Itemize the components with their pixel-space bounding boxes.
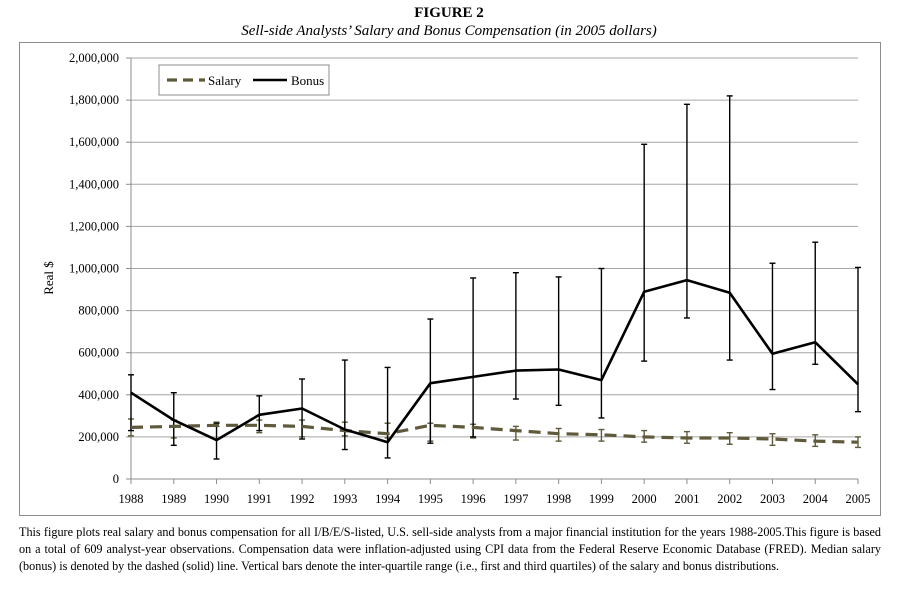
y-tick-label: 200,000 <box>78 430 119 444</box>
chart-frame <box>19 42 881 516</box>
y-tick-label: 1,000,000 <box>69 262 119 276</box>
figure-title: FIGURE 2 <box>414 5 484 21</box>
x-tick-label: 2004 <box>803 492 829 506</box>
salary-median-line <box>130 423 859 444</box>
x-tick-label: 1999 <box>589 492 614 506</box>
x-tick-label: 2003 <box>760 492 785 506</box>
y-tick-label: 800,000 <box>78 304 119 318</box>
gridlines <box>131 57 858 480</box>
x-tick-label: 1989 <box>161 492 186 506</box>
bonus-median-line <box>130 278 859 444</box>
y-axis-label: Real $ <box>41 261 56 295</box>
error-bars <box>128 95 861 460</box>
x-tick-label: 2000 <box>632 492 657 506</box>
legend-salary-label: Salary <box>208 73 242 88</box>
figure-subtitle: Sell-side Analysts’ Salary and Bonus Com… <box>241 23 657 39</box>
x-tick-label: 2001 <box>674 492 699 506</box>
y-tick-label: 0 <box>113 472 119 486</box>
legend-bonus-label: Bonus <box>291 73 324 88</box>
compensation-line-chart: 0 200,000 400,000 600,000 800,000 1,000,000 1,… <box>41 51 871 506</box>
y-tick-label: 2,000,000 <box>69 51 119 65</box>
x-tick-label: 1993 <box>332 492 357 506</box>
figure-caption: This figure plots real salary and bonus … <box>19 525 881 573</box>
x-tick-label: 1991 <box>247 492 272 506</box>
axes: 0 200,000 400,000 600,000 800,000 1,000,000 1,… <box>69 51 871 506</box>
x-tick-label: 1996 <box>461 492 486 506</box>
x-tick-label: 1990 <box>204 492 229 506</box>
y-tick-label: 600,000 <box>78 346 119 360</box>
x-tick-label: 1988 <box>119 492 144 506</box>
x-tick-label: 2002 <box>717 492 742 506</box>
x-tick-label: 1995 <box>418 492 443 506</box>
x-tick-label: 2005 <box>846 492 871 506</box>
y-tick-label: 1,400,000 <box>69 177 119 191</box>
x-tick-label: 1992 <box>290 492 315 506</box>
series-lines <box>130 278 859 444</box>
x-tick-label: 1994 <box>375 492 401 506</box>
y-tick-label: 1,800,000 <box>69 93 119 107</box>
y-tick-label: 400,000 <box>78 388 119 402</box>
y-tick-label: 1,200,000 <box>69 219 119 233</box>
x-tick-label: 1997 <box>503 492 528 506</box>
legend: Salary Bonus <box>158 64 330 96</box>
x-tick-label: 1998 <box>546 492 571 506</box>
y-tick-label: 1,600,000 <box>69 135 119 149</box>
